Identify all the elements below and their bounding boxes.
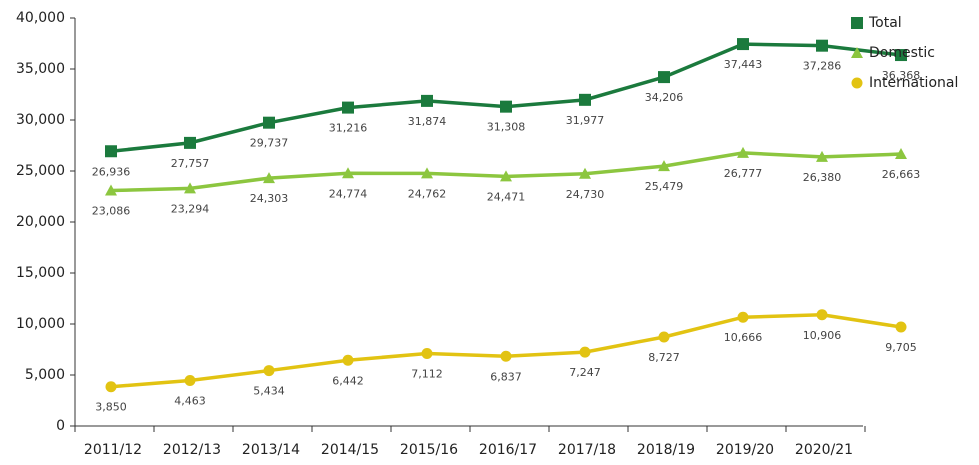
value-label: 26,663 [882, 168, 921, 181]
point-marker [263, 116, 275, 129]
value-label: 37,443 [724, 58, 763, 71]
point-marker [816, 309, 828, 321]
y-tick-label: 30,000 [16, 112, 65, 128]
value-label: 23,294 [171, 202, 210, 215]
point-marker [421, 167, 433, 179]
legend-marker [851, 47, 863, 58]
x-tick-label: 2014/15 [321, 442, 379, 458]
point-marker [816, 39, 828, 52]
y-tick-label: 40,000 [16, 10, 65, 26]
legend-label: International [869, 75, 958, 91]
value-label: 23,086 [92, 205, 131, 218]
value-label: 26,380 [803, 171, 842, 184]
x-tick-label: 2011/12 [84, 442, 142, 458]
y-tick-label: 5,000 [25, 367, 65, 383]
legend-marker [851, 77, 863, 89]
point-marker [421, 347, 433, 359]
value-label: 7,247 [569, 366, 601, 379]
value-label: 31,977 [566, 114, 605, 127]
x-tick-label: 2017/18 [558, 442, 616, 458]
value-label: 8,727 [648, 351, 680, 364]
legend-marker [851, 17, 863, 29]
point-marker [658, 160, 670, 172]
value-label: 29,737 [250, 137, 289, 150]
value-label: 24,762 [408, 187, 447, 200]
y-tick-label: 25,000 [16, 163, 65, 179]
point-marker [500, 350, 512, 362]
value-label: 6,837 [490, 370, 522, 383]
point-marker [737, 311, 749, 323]
y-tick-label: 15,000 [16, 265, 65, 281]
value-label: 6,442 [332, 374, 364, 387]
value-label: 7,112 [411, 367, 443, 380]
x-tick-label: 2012/13 [163, 442, 221, 458]
point-marker [579, 346, 591, 358]
value-label: 3,850 [95, 401, 127, 414]
value-label: 24,730 [566, 188, 605, 201]
series-line [110, 42, 902, 153]
value-label: 31,308 [487, 121, 526, 134]
value-label: 26,777 [724, 167, 763, 180]
value-label: 10,906 [803, 329, 842, 342]
point-marker [500, 100, 512, 113]
legend-label: Total [868, 15, 902, 31]
y-tick-label: 20,000 [16, 214, 65, 230]
point-marker [737, 38, 749, 51]
legend-label: Domestic [869, 45, 935, 61]
point-marker [579, 167, 591, 179]
value-label: 34,206 [645, 91, 684, 104]
point-marker [895, 148, 907, 160]
value-label: 25,479 [645, 180, 684, 193]
point-marker [184, 374, 196, 386]
x-tick-label: 2015/16 [400, 442, 458, 458]
value-label: 24,774 [329, 187, 368, 200]
x-tick-label: 2018/19 [637, 442, 695, 458]
point-marker [500, 170, 512, 182]
value-label: 27,757 [171, 157, 210, 170]
value-label: 4,463 [174, 394, 206, 407]
value-label: 5,434 [253, 385, 285, 398]
value-label: 31,216 [329, 122, 368, 135]
point-marker [421, 94, 433, 107]
point-marker [658, 331, 670, 343]
point-marker [816, 150, 828, 162]
point-marker [737, 146, 749, 158]
value-label: 9,705 [885, 341, 917, 354]
value-label: 36,368 [882, 69, 921, 82]
value-label: 10,666 [724, 331, 763, 344]
y-tick-label: 10,000 [16, 316, 65, 332]
point-marker [184, 182, 196, 194]
y-tick-label: 0 [56, 418, 65, 434]
value-label: 31,874 [408, 115, 447, 128]
point-marker [263, 365, 275, 377]
point-marker [105, 381, 117, 393]
point-marker [895, 49, 907, 62]
point-marker [105, 184, 117, 196]
x-tick-label: 2020/21 [795, 442, 853, 458]
point-marker [263, 172, 275, 184]
point-marker [658, 71, 670, 84]
point-marker [342, 167, 354, 179]
x-tick-label: 2019/20 [716, 442, 774, 458]
point-marker [105, 145, 117, 158]
y-tick-label: 35,000 [16, 61, 65, 77]
value-label: 24,303 [250, 192, 289, 205]
point-marker [579, 93, 591, 106]
x-tick-label: 2016/17 [479, 442, 537, 458]
value-label: 37,286 [803, 60, 842, 73]
point-marker [184, 136, 196, 149]
x-tick-label: 2013/14 [242, 442, 300, 458]
point-marker [342, 354, 354, 366]
value-label: 24,471 [487, 190, 526, 203]
point-marker [342, 101, 354, 114]
point-marker [895, 321, 907, 333]
value-label: 26,936 [92, 165, 131, 178]
